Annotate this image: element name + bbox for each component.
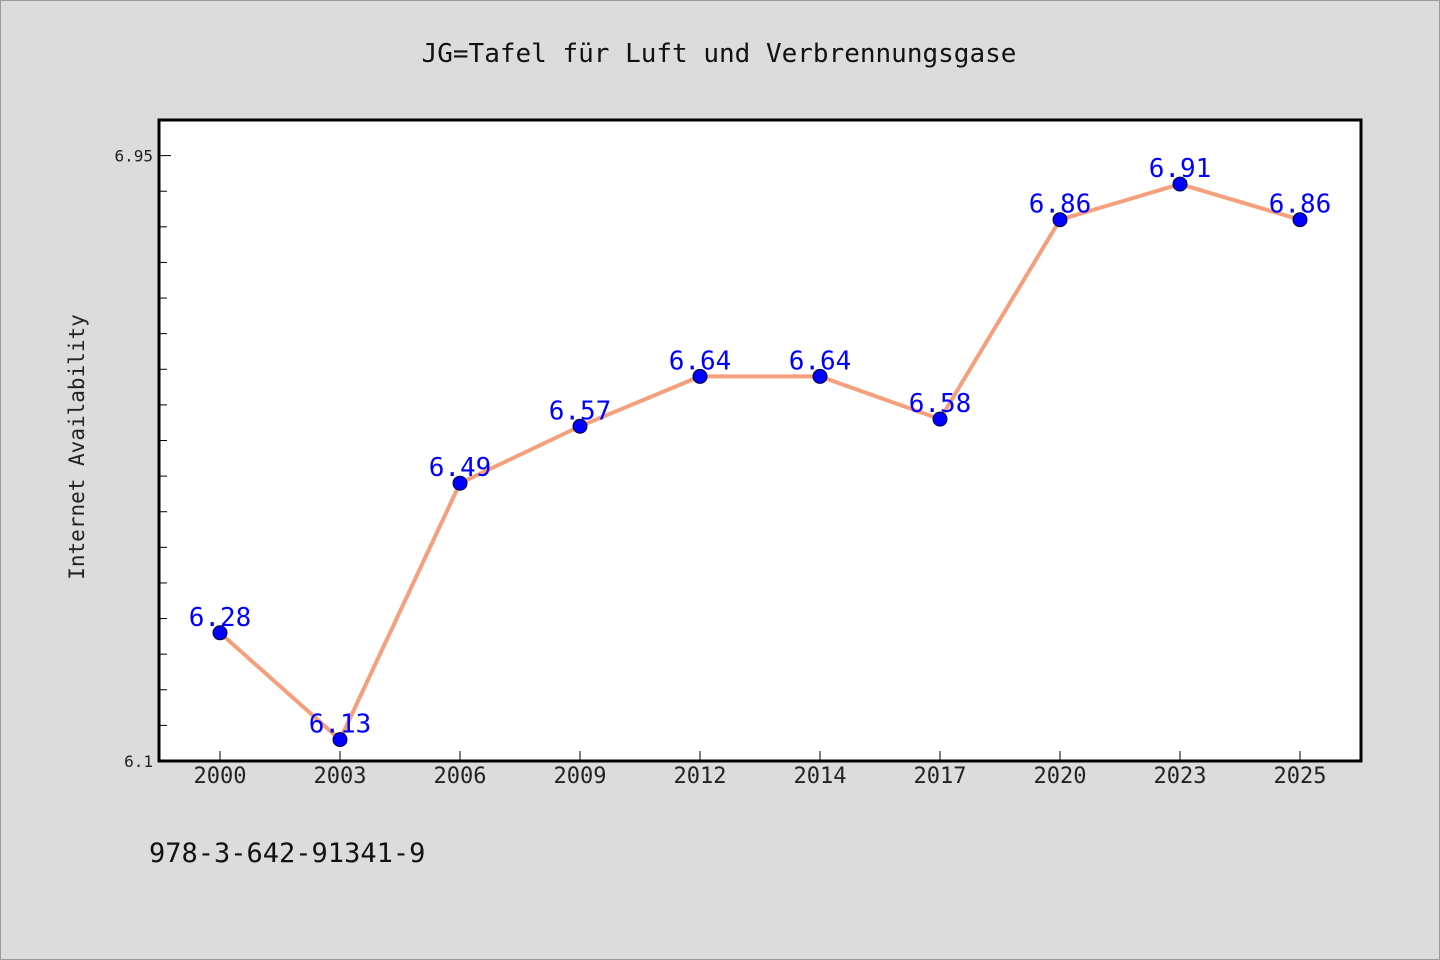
- data-point: [1172, 176, 1188, 192]
- data-point: [692, 368, 708, 384]
- x-tick-label: 2003: [314, 764, 367, 789]
- data-label: 6.49: [429, 453, 492, 483]
- data-label: 6.86: [1269, 190, 1332, 220]
- data-label: 6.13: [309, 710, 372, 740]
- data-label: 6.64: [669, 346, 732, 376]
- data-label: 6.28: [189, 603, 252, 633]
- chart-title: JG=Tafel für Luft und Verbrennungsgase: [422, 39, 1017, 69]
- series-line: [218, 182, 1302, 742]
- data-point: [1292, 212, 1308, 228]
- data-point: [1052, 212, 1068, 228]
- data-point: [452, 475, 468, 491]
- isbn-footer: 978-3-642-91341-9: [149, 838, 425, 869]
- data-label: 6.86: [1029, 190, 1092, 220]
- x-tick-label: 2012: [674, 764, 727, 789]
- data-point: [932, 411, 948, 427]
- x-tick-label: 2025: [1274, 764, 1327, 789]
- x-tick-label: 2023: [1154, 764, 1207, 789]
- x-tick-label: 2006: [434, 764, 487, 789]
- data-point: [332, 732, 348, 748]
- y-tick-labels: 6.1 6.95: [114, 147, 153, 771]
- data-label: 6.57: [549, 396, 612, 426]
- plot-area: [157, 118, 1363, 763]
- data-point: [572, 418, 588, 434]
- y-axis-label: Internet Availability: [65, 314, 89, 580]
- series-group: 6.28 6.13 6.49 6.57 6.64 6.64 6.58 6.86 6.91 6.86: [189, 154, 1332, 748]
- y-tick-label: 6.95: [114, 147, 153, 166]
- data-label: 6.64: [789, 346, 852, 376]
- x-ticks: 2000 2003 2006 2009 2012 2014 2017 2020 2023 2025: [194, 751, 1327, 789]
- x-tick-label: 2000: [194, 764, 247, 789]
- y-tick-label: 6.1: [124, 752, 153, 771]
- x-tick-label: 2014: [794, 764, 847, 789]
- data-label: 6.58: [909, 389, 972, 419]
- x-tick-label: 2017: [914, 764, 967, 789]
- x-tick-label: 2020: [1034, 764, 1087, 789]
- y-minor-ticks: [159, 155, 171, 726]
- x-tick-label: 2009: [554, 764, 607, 789]
- data-label: 6.91: [1149, 154, 1212, 184]
- data-point: [812, 368, 828, 384]
- data-point: [212, 625, 228, 641]
